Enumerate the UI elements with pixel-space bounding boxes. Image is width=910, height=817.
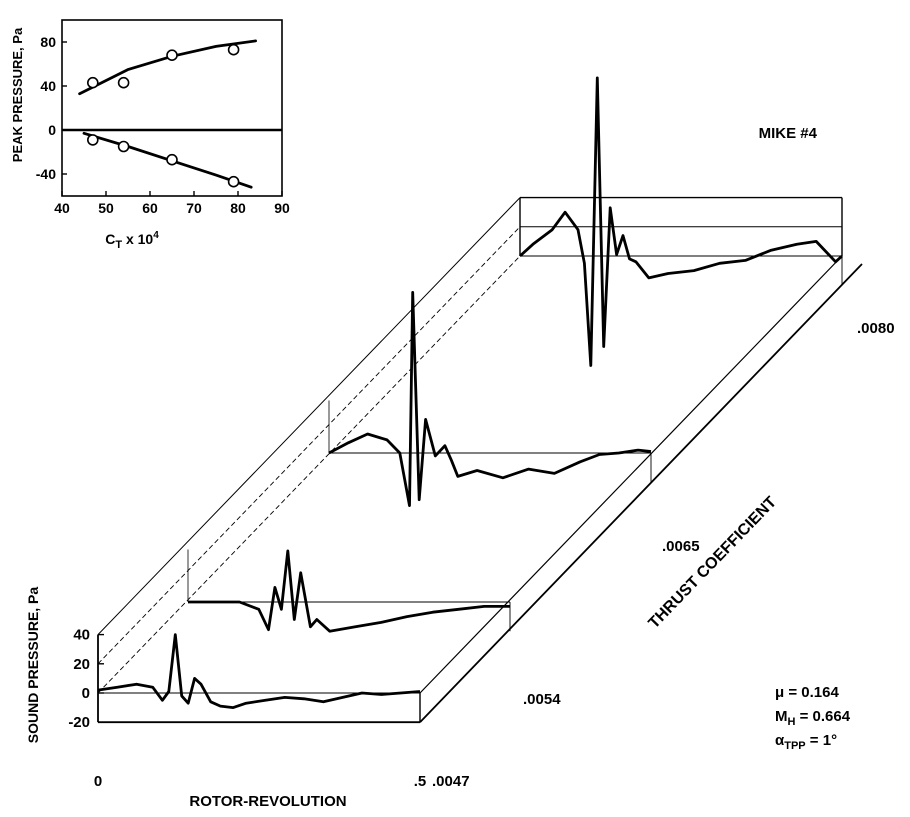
alpha-annotation: αTPP = 1° <box>775 732 837 752</box>
main-x-tick-label: 0 <box>94 773 102 790</box>
pressure-trace-.0054 <box>188 549 510 633</box>
alpha-value: = 1° <box>806 732 837 749</box>
inset-x-tick-label: 50 <box>98 200 114 216</box>
depth-edge-top-left <box>97 197 521 635</box>
thrust-tick-label: .0047 <box>432 773 470 790</box>
inset-data-point <box>166 153 178 166</box>
main-z-axis-label: THRUST COEFFICIENT <box>646 494 781 633</box>
inset-y-tick-label: 40 <box>40 78 56 94</box>
mh-subscript: H <box>788 716 796 728</box>
inset-y-tick-label: -40 <box>36 166 56 182</box>
main-y-tick-label: 0 <box>82 685 90 702</box>
inset-y-tick-label: 80 <box>40 34 56 50</box>
inset-data-point <box>117 140 130 153</box>
main-y-axis-label: SOUND PRESSURE, Pa <box>25 587 41 744</box>
inset-data-point <box>87 76 99 89</box>
pressure-trace-.0065 <box>328 291 652 507</box>
inset-x-tick-label: 70 <box>186 200 202 216</box>
depth-edge-zero-right <box>419 255 843 694</box>
main-y-tick-label: 20 <box>73 656 90 673</box>
depth-edge-zero-left <box>97 255 521 694</box>
inset-x-axis-label-c: C <box>105 231 115 247</box>
inset-x-axis-label-t: T <box>115 239 122 251</box>
inset-data-point <box>87 134 99 146</box>
depth-edge-bottom-right <box>419 263 863 723</box>
inset-x-axis-label-exp: 4 <box>153 230 159 241</box>
mu-annotation: μ = 0.164 <box>775 684 839 701</box>
inset-x-tick-label: 40 <box>54 200 70 216</box>
alpha-symbol: α <box>775 732 785 749</box>
mh-value: = 0.664 <box>795 708 850 725</box>
main-y-tick-label: 40 <box>73 627 90 644</box>
inset-data-point <box>166 49 178 62</box>
inset-data-point <box>117 76 130 89</box>
depth-edge-mid-left <box>97 226 521 665</box>
inset-x-tick-label: 90 <box>274 200 290 216</box>
inset-peak-pressure-chart: 40 50 60 70 80 90 80 40 0 -40 PEAK PRESSURE, Pa C… <box>10 19 290 251</box>
inset-frame <box>61 19 283 197</box>
pressure-trace-.0047 <box>97 633 421 709</box>
main-y-tick-label: -20 <box>68 714 90 731</box>
main-x-axis-label: ROTOR-REVOLUTION <box>189 793 346 810</box>
mh-annotation: MH = 0.664 <box>775 708 851 728</box>
alpha-subscript: TPP <box>784 740 805 752</box>
inset-data-point <box>227 43 240 56</box>
main-title: MIKE #4 <box>759 125 818 142</box>
inset-y-tick-label: 0 <box>48 122 56 138</box>
inset-x-tick-label: 80 <box>230 200 246 216</box>
flight-conditions: μ = 0.164 MH = 0.664 αTPP = 1° <box>775 684 851 752</box>
inset-data-point <box>227 175 240 188</box>
inset-x-tick-label: 60 <box>142 200 158 216</box>
inset-y-axis-label: PEAK PRESSURE, Pa <box>10 27 25 162</box>
thrust-tick-label: .0065 <box>662 538 700 555</box>
main-x-tick-label: .5 <box>414 773 427 790</box>
inset-x-axis-label: CT x 104 <box>105 230 159 251</box>
inset-x-axis-label-mult: x 10 <box>122 231 153 247</box>
thrust-tick-label: .0054 <box>523 691 561 708</box>
pressure-trace-.0080 <box>519 76 843 367</box>
thrust-tick-label: .0080 <box>857 320 895 337</box>
mh-symbol: M <box>775 708 788 725</box>
